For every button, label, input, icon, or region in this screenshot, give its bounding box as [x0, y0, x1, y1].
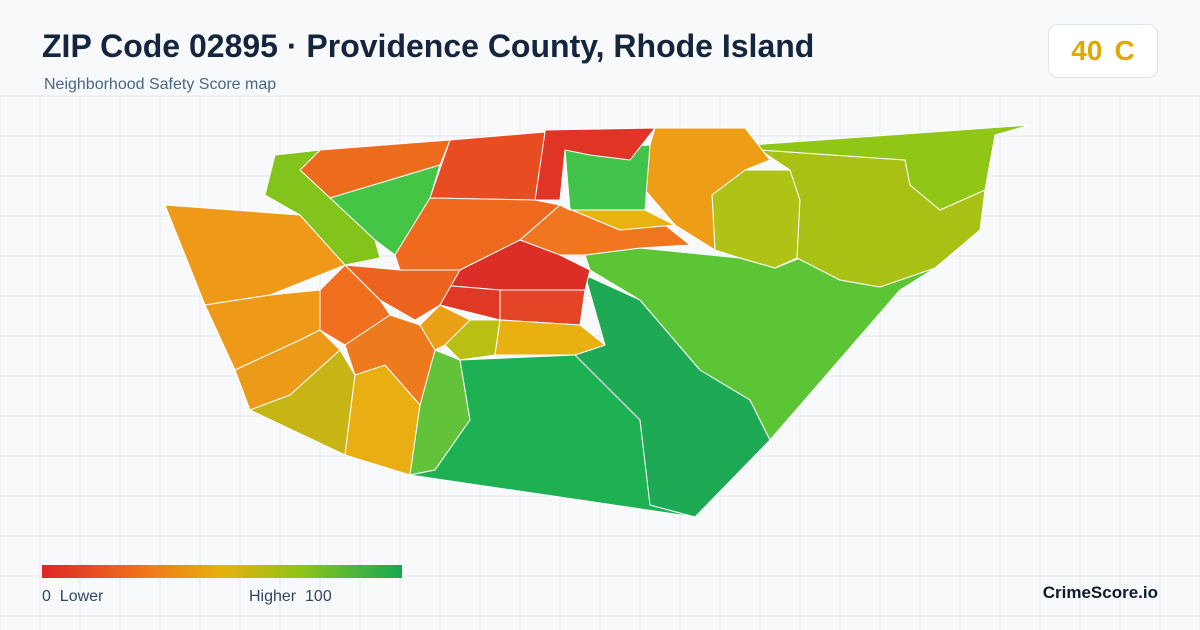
map-region: [494, 319, 606, 356]
legend-max: Higher 100: [249, 588, 332, 606]
map-region: [164, 204, 346, 306]
map-region: [534, 127, 656, 201]
map-region: [499, 289, 586, 326]
map-region: [344, 314, 436, 406]
map-region: [264, 149, 381, 266]
legend-max-label: Higher: [249, 588, 297, 605]
map-region: [559, 204, 676, 231]
score-badge: 40 C: [1048, 24, 1158, 78]
map-region: [249, 349, 356, 456]
score-grade: C: [1114, 35, 1135, 66]
legend-min-label: Lower: [59, 588, 104, 605]
legend-min-value: 0: [42, 588, 51, 605]
legend-max-value: 100: [305, 588, 332, 605]
legend-min: 0 Lower: [42, 588, 103, 606]
title: ZIP Code 02895 · Providence County, Rhod…: [42, 28, 815, 64]
subtitle: Neighborhood Safety Score map: [44, 76, 277, 93]
score-value: 40: [1071, 35, 1103, 66]
legend-bar: [42, 565, 402, 578]
map-region: [749, 124, 1031, 211]
brand: CrimeScore.io: [1042, 583, 1158, 602]
